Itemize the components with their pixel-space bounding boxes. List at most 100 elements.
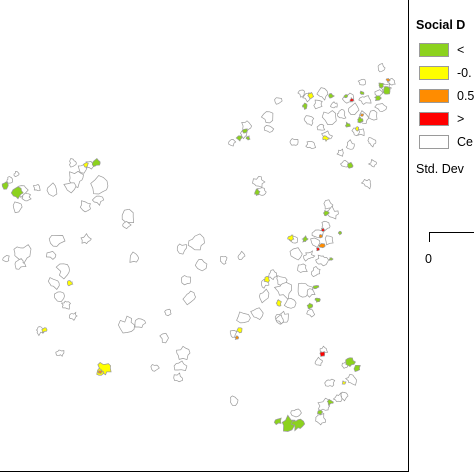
map-tract-colored-29[interactable] (301, 235, 309, 243)
map-tract-13[interactable] (14, 258, 27, 270)
map-tract-colored-40[interactable] (236, 327, 243, 334)
map-tract-colored-28[interactable] (359, 90, 365, 95)
map-tract-3[interactable] (46, 182, 58, 197)
map-tract-117[interactable] (32, 183, 41, 192)
map-tract-12[interactable] (13, 244, 32, 264)
map-tract-49[interactable] (303, 250, 316, 262)
map-tract-24[interactable] (118, 315, 135, 334)
map-tract-colored-24[interactable] (385, 77, 391, 83)
map-tract-97[interactable] (324, 235, 334, 246)
map-tract-99[interactable] (310, 265, 321, 278)
map-tract-colored-16[interactable] (322, 135, 330, 143)
map-tract-1[interactable] (21, 192, 32, 202)
map-tract-colored-30[interactable] (287, 234, 295, 242)
map-tract-114[interactable] (267, 269, 278, 281)
map-tract-87[interactable] (357, 78, 366, 86)
map-tract-84[interactable] (360, 178, 372, 190)
map-tract-colored-52[interactable] (315, 247, 321, 252)
map-tract-76[interactable] (367, 137, 377, 148)
map-tract-16[interactable] (54, 291, 65, 303)
map-tract-64[interactable] (316, 87, 329, 101)
map-tract-39[interactable] (229, 330, 238, 338)
map-tract-86[interactable] (374, 89, 384, 97)
map-tract-110[interactable] (314, 356, 323, 366)
map-tract-33[interactable] (173, 372, 183, 383)
map-tract-56[interactable] (241, 120, 253, 132)
map-tract-20[interactable] (55, 349, 65, 357)
map-tract-colored-43[interactable] (345, 357, 356, 367)
map-tract-colored-27[interactable] (347, 161, 354, 169)
map-tract-colored-53[interactable] (337, 230, 343, 236)
map-tract-10[interactable] (45, 251, 57, 260)
map-tract-120[interactable] (2, 255, 10, 263)
map-tract-77[interactable] (345, 139, 355, 150)
map-tract-50[interactable] (310, 237, 321, 248)
map-tract-75[interactable] (374, 103, 388, 112)
map-tract-118[interactable] (6, 176, 14, 184)
map-tract-98[interactable] (315, 254, 330, 267)
map-tract-6[interactable] (63, 182, 77, 194)
map-tract-102[interactable] (315, 413, 326, 426)
map-tract-colored-47[interactable] (273, 417, 282, 426)
map-tract-colored-20[interactable] (344, 121, 351, 128)
map-tract-40[interactable] (236, 311, 251, 324)
map-tract-35[interactable] (150, 364, 160, 372)
map-tract-79[interactable] (316, 123, 326, 131)
map-tract-22[interactable] (122, 220, 132, 230)
map-tract-colored-41[interactable] (234, 335, 240, 341)
map-tract-colored-9[interactable] (235, 135, 243, 142)
map-tract-31[interactable] (176, 345, 191, 361)
map-tract-colored-23[interactable] (378, 82, 385, 89)
map-tract-colored-25[interactable] (349, 96, 355, 103)
map-tract-121[interactable] (91, 195, 105, 207)
map-tract-colored-5[interactable] (66, 280, 74, 287)
map-tract-41[interactable] (250, 307, 264, 321)
map-tract-colored-8[interactable] (97, 370, 103, 375)
map-tract-colored-35[interactable] (314, 297, 321, 303)
map-tract-colored-22[interactable] (383, 86, 391, 95)
map-tract-21[interactable] (121, 208, 134, 223)
map-tract-11[interactable] (80, 233, 92, 245)
map-tract-82[interactable] (303, 115, 315, 126)
map-tract-78[interactable] (336, 148, 344, 157)
map-tract-colored-34[interactable] (312, 285, 320, 290)
map-tract-colored-32[interactable] (318, 243, 326, 249)
map-tract-26[interactable] (176, 243, 187, 255)
map-tract-colored-2[interactable] (91, 158, 101, 167)
map-tract-38[interactable] (237, 250, 246, 260)
map-tract-colored-15[interactable] (302, 102, 308, 110)
map-tract-colored-10[interactable] (241, 128, 248, 134)
map-canvas[interactable] (0, 0, 410, 474)
map-tract-14[interactable] (55, 263, 70, 280)
map-tract-36[interactable] (164, 308, 172, 317)
map-tract-colored-37[interactable] (275, 299, 282, 307)
map-tract-colored-21[interactable] (374, 95, 382, 102)
map-tract-colored-18[interactable] (359, 113, 364, 117)
map-tract-colored-11[interactable] (245, 135, 251, 141)
map-tract-104[interactable] (332, 392, 343, 402)
map-tract-colored-12[interactable] (254, 188, 261, 197)
map-tract-37[interactable] (220, 256, 228, 265)
map-tract-119[interactable] (13, 171, 20, 177)
map-tract-92[interactable] (340, 159, 350, 168)
map-tract-58[interactable] (228, 139, 237, 147)
map-tract-colored-13[interactable] (328, 93, 336, 99)
map-tract-colored-49[interactable] (317, 409, 324, 416)
map-tract-111[interactable] (290, 408, 302, 418)
map-tract-colored-36[interactable] (306, 302, 314, 310)
map-tract-25[interactable] (134, 318, 147, 328)
map-tract-18[interactable] (68, 311, 78, 321)
map-tract-60[interactable] (274, 97, 283, 105)
map-tract-7[interactable] (90, 175, 109, 195)
map-tract-colored-4[interactable] (41, 327, 48, 334)
map-tract-29[interactable] (181, 275, 192, 286)
map-tract-30[interactable] (182, 290, 196, 306)
map-tract-44[interactable] (273, 278, 293, 301)
map-tract-colored-3[interactable] (83, 162, 89, 168)
map-tract-colored-33[interactable] (328, 257, 334, 261)
map-tract-74[interactable] (368, 109, 378, 121)
map-tract-81[interactable] (289, 138, 299, 146)
map-tract-colored-44[interactable] (353, 364, 361, 373)
map-tract-62[interactable] (297, 89, 305, 98)
map-tract-9[interactable] (48, 234, 66, 247)
